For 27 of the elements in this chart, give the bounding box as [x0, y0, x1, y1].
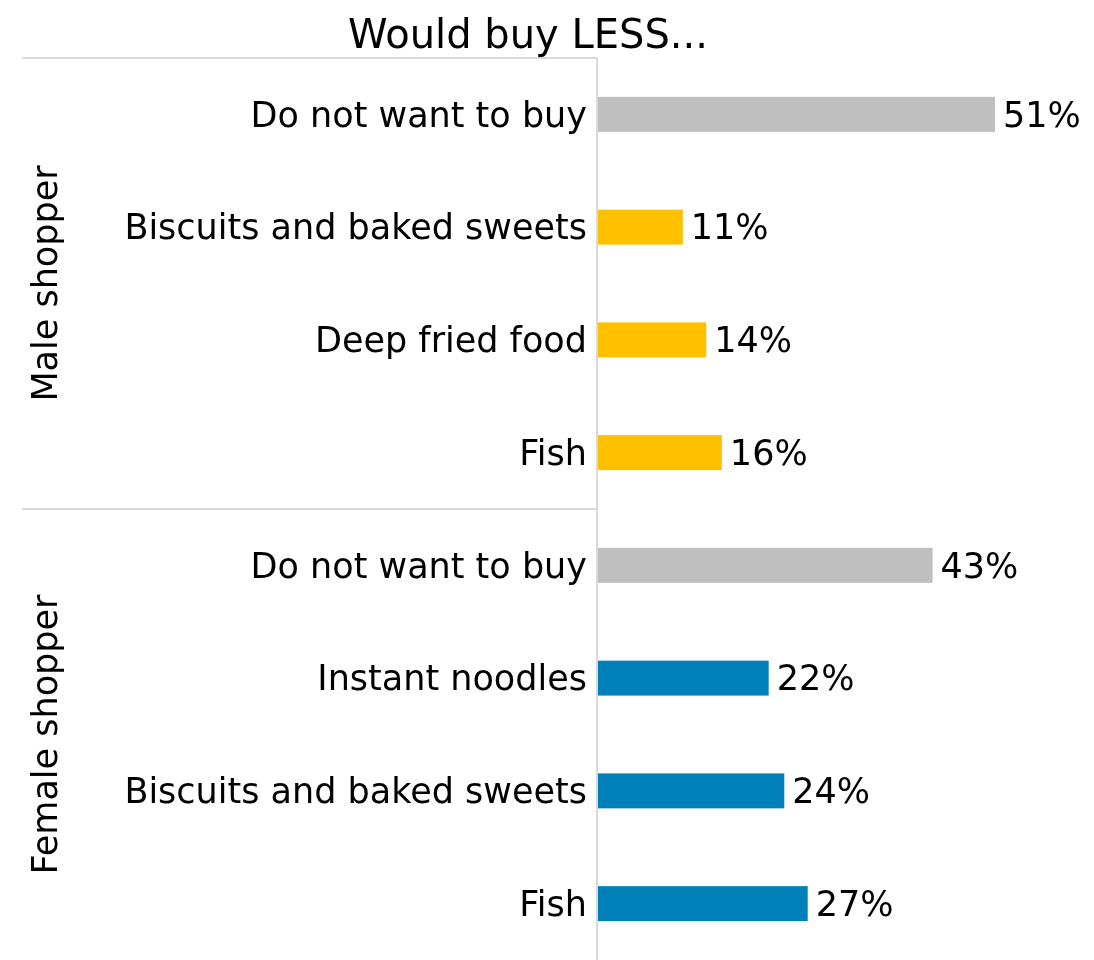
data-label: 11%	[690, 207, 769, 248]
bar	[597, 322, 707, 358]
y-tick-label: Instant noodles	[317, 658, 587, 699]
y-tick-label: Biscuits and baked sweets	[124, 207, 587, 248]
data-label: 16%	[729, 432, 808, 473]
text: Female shopper	[25, 593, 65, 875]
y-tick-label: Do not want to buy	[250, 545, 587, 586]
y-tick-label: Fish	[519, 432, 587, 473]
y-tick-label: Deep fried food	[314, 320, 587, 361]
bar	[597, 209, 683, 245]
bar	[597, 773, 785, 809]
bar	[597, 886, 808, 922]
data-label: 51%	[1003, 94, 1081, 135]
data-label: 24%	[792, 771, 871, 812]
data-label: 43%	[940, 545, 1019, 586]
bar	[597, 435, 722, 471]
bar	[597, 96, 995, 132]
bar	[597, 547, 933, 583]
data-label: 22%	[776, 658, 855, 699]
y-tick-label: Do not want to buy	[250, 94, 587, 135]
y-tick-label: Biscuits and baked sweets	[124, 771, 587, 812]
bar	[597, 660, 769, 696]
chart-title: Would buy LESS...	[348, 11, 708, 57]
data-label: 14%	[714, 320, 793, 361]
text: Male shopper	[25, 164, 65, 402]
y-tick-label: Fish	[519, 883, 587, 924]
data-label: 27%	[815, 883, 894, 924]
